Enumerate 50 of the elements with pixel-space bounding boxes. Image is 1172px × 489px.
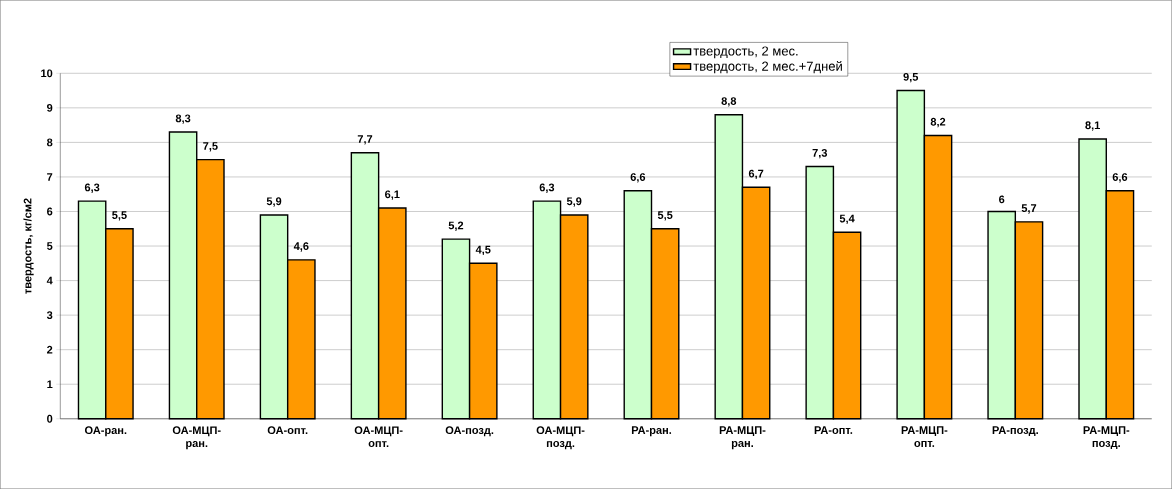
x-tick-label: РА-МЦП-позд.	[1083, 426, 1130, 450]
x-tick-label: РА-МЦП-ран.	[719, 426, 766, 450]
x-tick-label: ОА-позд.	[445, 426, 494, 437]
y-tick-label: 3	[46, 311, 53, 319]
data-label: 5,4	[839, 214, 855, 224]
y-tick-label: 7	[47, 173, 53, 181]
data-label: 8,8	[721, 97, 737, 107]
y-tick-label: 4	[46, 276, 53, 285]
x-tick-label: ОА-МЦП-опт.	[354, 426, 403, 448]
data-label: 4,5	[475, 245, 491, 256]
x-tick-label: РА-позд.	[992, 426, 1038, 437]
y-tick-label: 9	[47, 103, 53, 112]
data-label: 6,6	[630, 173, 646, 183]
y-tick-label: 1	[47, 380, 53, 388]
y-tick-label: 6	[47, 207, 53, 216]
data-label: 5,5	[112, 211, 127, 221]
legend-label: твердость, 2 мес.+7дней	[693, 60, 842, 74]
data-label: 6,6	[1112, 173, 1128, 183]
x-tick-label: ОА-МЦП-позд.	[536, 426, 585, 450]
data-label: 6,1	[385, 190, 400, 200]
data-label: 8,2	[930, 117, 946, 128]
y-tick-label: 8	[46, 138, 53, 147]
data-label: 6,3	[84, 183, 100, 193]
data-label: 6,3	[539, 183, 555, 193]
x-tick-label: РА-МЦП-опт.	[901, 426, 948, 447]
data-label: 5,9	[566, 197, 582, 207]
y-tick-label: 0	[47, 414, 53, 423]
data-label: 5,5	[657, 211, 673, 221]
data-label: 4,6	[293, 242, 309, 252]
y-tick-label: 10	[41, 69, 53, 78]
data-label: 7,7	[357, 135, 373, 145]
data-label: 8,3	[175, 114, 191, 124]
y-tick-label: 2	[47, 345, 53, 354]
x-tick-label: ОА-МЦП-ран.	[172, 426, 221, 450]
legend-label: твердость, 2 мес.	[693, 46, 798, 59]
data-label: 5,7	[1021, 204, 1037, 214]
x-tick-label: РА-опт.	[814, 426, 853, 434]
x-tick-label: ОА-ран.	[84, 426, 127, 437]
data-label: 7,5	[203, 142, 218, 152]
data-label: 5,9	[266, 197, 282, 207]
data-label: 9,5	[903, 72, 919, 83]
data-label: 5,2	[448, 221, 464, 231]
y-axis-title: твердость, кг/см2	[23, 198, 34, 294]
x-tick-label: РА-ран.	[631, 426, 672, 437]
x-tick-label: ОА-опт.	[267, 426, 308, 435]
y-tick-label: 5	[46, 242, 53, 250]
data-label: 6,7	[748, 169, 764, 180]
data-label: 7,3	[812, 148, 828, 159]
data-label: 6	[999, 195, 1005, 204]
data-label: 8,1	[1085, 121, 1100, 131]
